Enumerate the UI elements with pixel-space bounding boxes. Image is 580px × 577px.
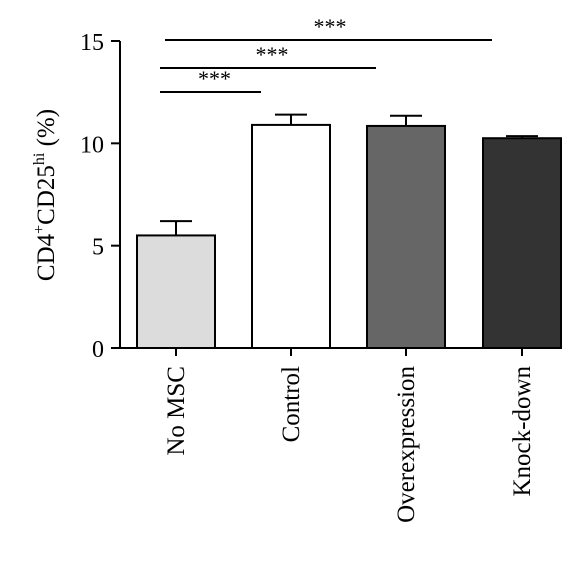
y-tick-label: 10 <box>80 132 104 158</box>
x-tick-label: No MSC <box>163 366 190 456</box>
axes: 0 5 10 15 No MSC Control Overexpression Knock-d… <box>80 30 562 523</box>
y-tick-label: 0 <box>92 337 104 363</box>
svg-text:CD4+CD25hi (%): CD4+CD25hi (%) <box>31 109 60 281</box>
significance-label: *** <box>198 66 231 91</box>
y-tick-label: 5 <box>92 235 104 261</box>
ylabel-sup1: + <box>31 225 48 234</box>
bar <box>251 123 331 349</box>
ylabel-main: CD4 <box>33 233 60 281</box>
significance-label: *** <box>314 14 347 39</box>
bar <box>136 234 216 349</box>
x-tick-label: Control <box>278 366 305 442</box>
bars <box>136 113 562 350</box>
ylabel-unit: (%) <box>33 109 60 153</box>
ylabel-sup2: hi <box>31 152 48 165</box>
bar <box>482 137 562 349</box>
significance-brackets: *** *** *** <box>160 14 492 93</box>
y-axis-label: CD4+CD25hi (%) <box>31 109 60 281</box>
ylabel-mid: CD25 <box>33 165 60 225</box>
significance-label: *** <box>256 42 289 67</box>
x-tick-label: Overexpression <box>393 366 420 523</box>
y-tick-label: 15 <box>80 30 104 56</box>
x-tick-label: Knock-down <box>509 366 536 497</box>
bar <box>366 124 446 350</box>
